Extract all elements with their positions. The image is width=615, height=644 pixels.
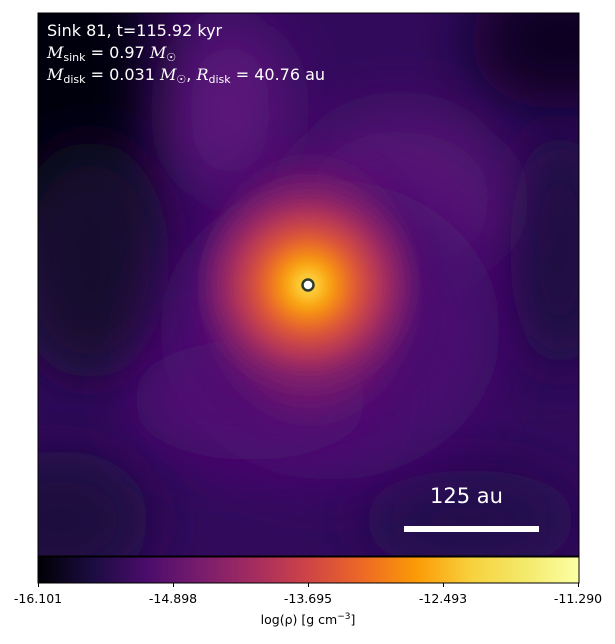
colorbar-tick-label: -12.493 xyxy=(418,591,468,606)
colorbar-tick-label: -11.290 xyxy=(553,591,603,606)
plot-frame xyxy=(37,12,580,557)
colorbar-ticks xyxy=(38,583,579,587)
colorbar-label: log(ρ) [g cm−3] xyxy=(260,612,356,628)
disk-properties: Mdisk = 0.031 M☉, Rdisk = 40.76 au xyxy=(47,65,326,87)
sink-marker xyxy=(301,278,315,292)
colorbar-tick-label: -13.695 xyxy=(283,591,333,606)
colorbar xyxy=(37,556,580,584)
scale-bar-label: 125 au xyxy=(430,484,503,508)
colorbar-tick-label: -14.898 xyxy=(148,591,198,606)
sink-title: Sink 81, t=115.92 kyr xyxy=(47,21,223,40)
colorbar-tick-label: -16.101 xyxy=(13,591,63,606)
density-map xyxy=(38,13,579,556)
scale-bar xyxy=(404,526,539,532)
sink-mass: Msink = 0.97 M☉ xyxy=(47,43,177,65)
